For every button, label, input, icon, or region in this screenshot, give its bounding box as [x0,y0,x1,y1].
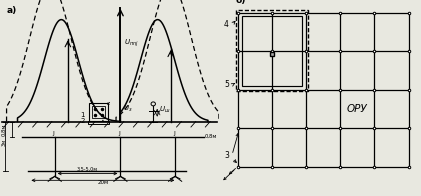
Text: 0,8м: 0,8м [205,134,217,139]
Text: 5: 5 [224,80,229,89]
Text: а): а) [7,6,17,15]
Text: $U_ш$: $U_ш$ [159,105,170,115]
Bar [242,16,302,86]
Bar [92,106,105,118]
Text: $U_{пnj}$: $U_{пnj}$ [124,37,139,49]
Text: J: J [53,131,55,136]
Text: 1: 1 [80,112,85,118]
Text: 4: 4 [224,20,229,29]
Text: $U_з$: $U_з$ [123,104,133,114]
Text: 20м: 20м [97,180,109,185]
Text: 0,8м: 0,8м [2,123,7,136]
Bar [88,121,109,124]
Text: б): б) [236,0,246,5]
Text: J: J [173,131,175,136]
Text: 3м: 3м [2,139,7,146]
Bar [236,10,307,92]
Text: 3,5-5,0м: 3,5-5,0м [77,167,98,172]
Text: J: J [118,131,120,136]
Bar [89,103,108,121]
Text: z: z [107,101,110,106]
Text: 3: 3 [224,151,229,160]
Text: 2: 2 [80,118,85,124]
Text: ОРУ: ОРУ [347,104,368,114]
